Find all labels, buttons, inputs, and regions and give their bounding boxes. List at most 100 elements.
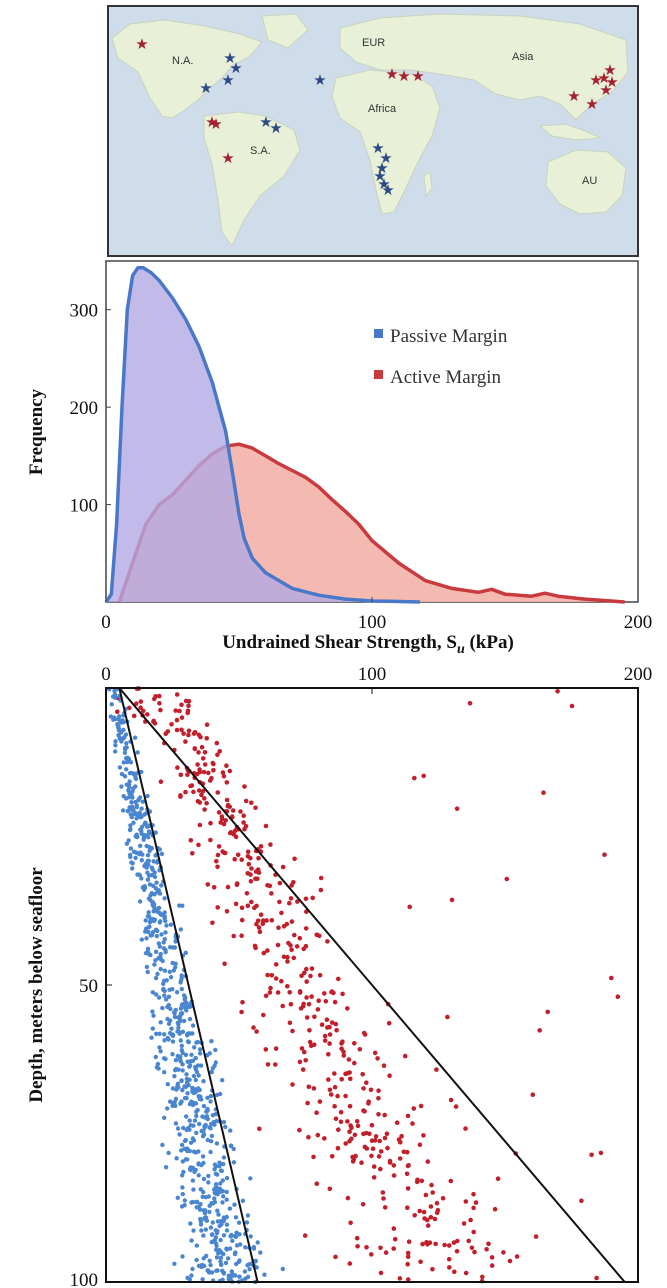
active-margin-point bbox=[415, 1177, 420, 1183]
scatter-ytick-label: 100 bbox=[70, 1270, 99, 1288]
passive-margin-point bbox=[210, 1220, 215, 1225]
passive-margin-point bbox=[199, 1097, 204, 1102]
passive-margin-point bbox=[156, 1066, 161, 1071]
passive-margin-point bbox=[197, 1047, 203, 1052]
passive-margin-point bbox=[156, 956, 161, 961]
passive-margin-point bbox=[194, 1205, 199, 1210]
active-margin-point bbox=[445, 1014, 450, 1020]
active-margin-point bbox=[378, 1166, 383, 1172]
passive-margin-point bbox=[190, 1136, 196, 1141]
passive-margin-point bbox=[176, 1025, 181, 1031]
passive-margin-point bbox=[129, 800, 134, 805]
active-margin-point bbox=[343, 1093, 348, 1099]
active-margin-point bbox=[533, 1234, 539, 1239]
passive-margin-point bbox=[184, 1080, 190, 1085]
passive-margin-point bbox=[128, 823, 133, 828]
passive-margin-point bbox=[124, 767, 129, 772]
passive-margin-point bbox=[130, 804, 135, 809]
active-margin-point bbox=[289, 947, 294, 953]
passive-margin-point bbox=[113, 749, 118, 754]
active-margin-point bbox=[327, 1032, 333, 1037]
passive-margin-point bbox=[121, 794, 126, 799]
site-star-markers: ★★ ★★★★★★ ★★★★★★★★★★★ ★★ ★★★★★★ bbox=[135, 35, 618, 199]
passive-margin-point bbox=[212, 1122, 217, 1127]
passive-margin-curve bbox=[104, 266, 420, 604]
active-margin-point bbox=[253, 869, 259, 874]
active-margin-point bbox=[466, 1238, 472, 1244]
active-margin-point bbox=[362, 1144, 368, 1150]
active-margin-point bbox=[289, 919, 295, 924]
active-margin-point bbox=[381, 1196, 386, 1201]
active-margin-point bbox=[285, 959, 290, 964]
passive-margin-point bbox=[138, 815, 143, 820]
passive-margin-point bbox=[201, 1103, 207, 1109]
passive-margin-point bbox=[163, 997, 169, 1002]
active-margin-point bbox=[391, 1226, 397, 1231]
passive-margin-point bbox=[123, 756, 129, 761]
madagascar-landmass bbox=[423, 171, 433, 198]
active-margin-point bbox=[205, 882, 211, 887]
active-margin-point bbox=[188, 838, 194, 843]
active-margin-point bbox=[204, 800, 209, 806]
active-margin-point bbox=[311, 1154, 316, 1160]
active-margin-point bbox=[285, 954, 290, 960]
active-margin-point bbox=[323, 999, 329, 1004]
active-margin-point bbox=[257, 1126, 262, 1132]
passive-margin-point bbox=[219, 1168, 224, 1174]
indonesia-landmass bbox=[538, 123, 602, 141]
active-margin-point bbox=[306, 1084, 312, 1090]
passive-margin-point bbox=[205, 1137, 210, 1143]
active-margin-point bbox=[434, 1067, 439, 1072]
active-margin-point bbox=[420, 1241, 425, 1247]
active-margin-point bbox=[292, 856, 297, 862]
passive-margin-point bbox=[119, 720, 124, 725]
active-margin-point bbox=[328, 1092, 334, 1097]
passive-margin-point bbox=[150, 1009, 155, 1014]
active-margin-point bbox=[335, 1093, 340, 1099]
passive-margin-point bbox=[168, 922, 174, 927]
passive-margin-point bbox=[175, 1084, 180, 1089]
active-margin-point bbox=[391, 1173, 397, 1178]
passive-margin-point bbox=[177, 903, 182, 908]
active-margin-point bbox=[327, 1087, 333, 1093]
active-margin-point bbox=[239, 917, 245, 923]
passive-margin-point bbox=[253, 1258, 259, 1264]
passive-margin-point bbox=[167, 987, 172, 992]
passive-margin-point bbox=[224, 1189, 229, 1195]
passive-margin-point bbox=[148, 952, 153, 958]
passive-margin-point bbox=[159, 883, 164, 888]
passive-margin-point bbox=[196, 1086, 201, 1091]
passive-margin-point bbox=[133, 855, 138, 861]
active-margin-point bbox=[297, 1127, 302, 1133]
active-margin-point bbox=[263, 1047, 269, 1052]
active-margin-point bbox=[418, 1259, 423, 1265]
passive-margin-point bbox=[180, 1254, 185, 1259]
active-margin-point bbox=[242, 784, 247, 789]
active-margin-point bbox=[463, 1199, 469, 1204]
passive-margin-point bbox=[144, 936, 149, 941]
active-margin-point bbox=[322, 1136, 327, 1141]
passive-margin-point bbox=[159, 851, 165, 857]
passive-margin-point bbox=[218, 1237, 223, 1243]
active-margin-point bbox=[295, 899, 300, 904]
active-margin-point bbox=[369, 1122, 375, 1128]
passive-margin-point bbox=[180, 903, 185, 908]
active-margin-point bbox=[223, 818, 228, 823]
passive-margin-point bbox=[147, 920, 153, 925]
passive-margin-point bbox=[184, 1096, 189, 1101]
active-margin-point bbox=[430, 1190, 436, 1195]
active-margin-point bbox=[265, 972, 270, 978]
passive-margin-point bbox=[172, 1011, 177, 1016]
passive-margin-point bbox=[215, 1172, 220, 1177]
active-margin-point bbox=[202, 807, 207, 812]
passive-margin-point bbox=[197, 1207, 203, 1212]
passive-margin-point bbox=[196, 1073, 201, 1078]
passive-margin-point bbox=[152, 917, 158, 922]
passive-margin-point bbox=[186, 1039, 191, 1045]
passive-margin-point bbox=[122, 774, 128, 779]
active-margin-point bbox=[249, 899, 254, 905]
passive-margin-point bbox=[185, 1148, 190, 1154]
passive-margin-point bbox=[243, 1245, 248, 1250]
passive-margin-point bbox=[142, 885, 148, 890]
